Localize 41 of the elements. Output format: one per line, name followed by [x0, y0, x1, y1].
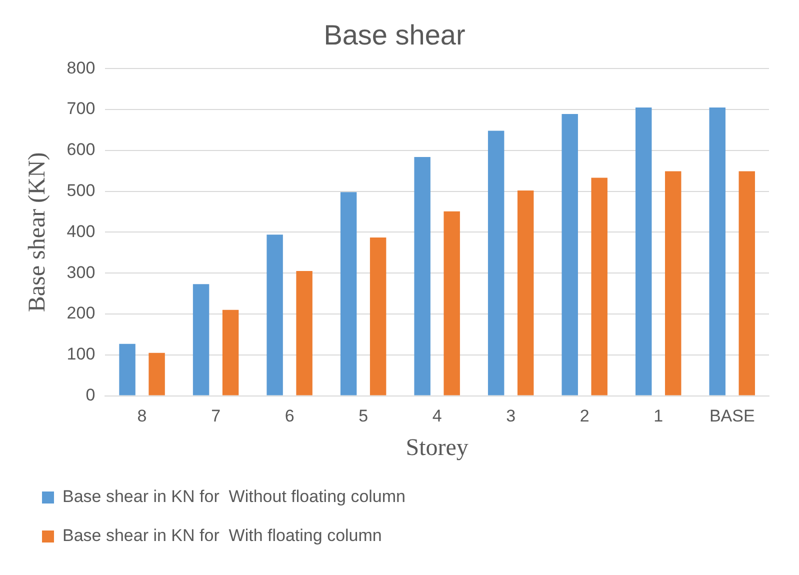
bar — [148, 352, 165, 396]
bar — [414, 156, 430, 396]
bar — [222, 310, 239, 396]
bar — [488, 130, 504, 396]
bar — [296, 271, 312, 396]
y-tick-label: 600 — [66, 140, 96, 160]
bar — [562, 114, 578, 396]
x-tick-label: 4 — [432, 406, 442, 426]
x-tick-label: 7 — [211, 406, 221, 426]
bar — [192, 284, 210, 396]
y-tick-label: 0 — [86, 385, 96, 404]
bar — [370, 238, 386, 396]
bar — [635, 107, 652, 396]
x-tick-label: 3 — [506, 406, 516, 426]
y-tick-label: 500 — [66, 180, 96, 200]
y-tick-label: 200 — [66, 304, 96, 323]
legend-label: Base shear in KN for Without floating column — [62, 487, 406, 506]
bar — [266, 234, 283, 396]
bar — [665, 171, 682, 396]
bar — [444, 211, 460, 396]
y-tick-label: 700 — [66, 99, 96, 118]
x-tick-label: 8 — [137, 406, 147, 426]
x-tick-label: 2 — [580, 406, 590, 426]
x-axis-title: Storey — [406, 434, 468, 461]
bar — [119, 344, 136, 396]
y-axis-title: Base shear (KN) — [24, 152, 51, 312]
bar — [738, 171, 755, 396]
y-tick-label: 100 — [66, 344, 96, 364]
y-tick-label: 800 — [66, 58, 96, 78]
bar — [591, 178, 608, 396]
y-tick-label: 300 — [66, 262, 96, 282]
x-tick-label: 1 — [654, 406, 664, 426]
y-tick-label: 400 — [66, 222, 96, 241]
bar — [517, 190, 534, 396]
chart-title: Base shear — [324, 20, 466, 51]
bar — [340, 192, 357, 396]
legend-label: Base shear in KN for With floating column — [62, 526, 382, 546]
x-tick-label: BASE — [709, 406, 755, 426]
x-tick-label: 5 — [358, 406, 368, 426]
x-tick-label: 6 — [284, 406, 294, 426]
bar — [709, 107, 726, 396]
